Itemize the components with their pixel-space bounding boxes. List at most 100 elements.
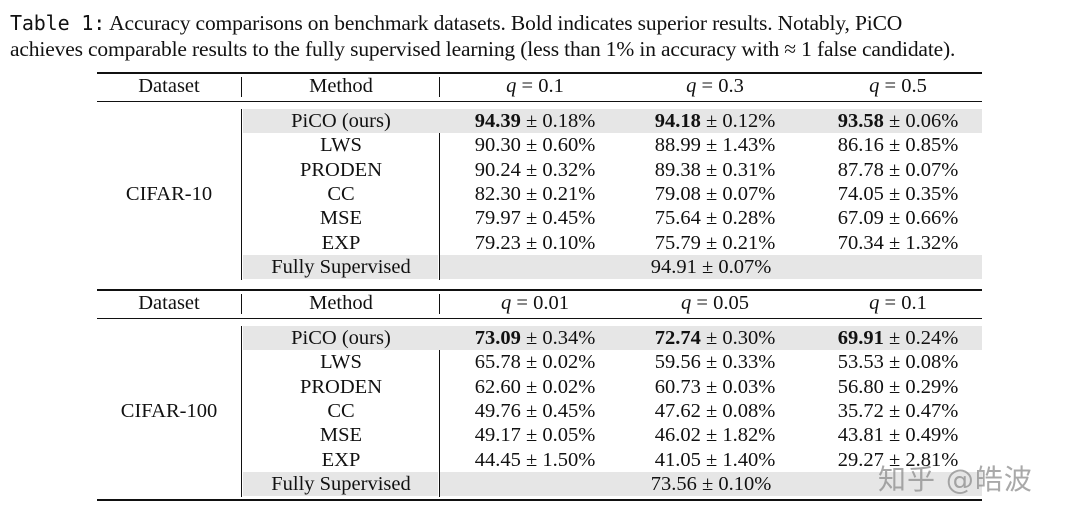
fully-supervised-value: 73.56 ± 0.10%: [650, 472, 772, 495]
accuracy-std: ± 0.03%: [705, 375, 776, 398]
accuracy-std: ± 0.02%: [525, 375, 596, 398]
q-header: q = 0.01: [501, 292, 569, 314]
accuracy-mean: 74.05: [837, 182, 884, 205]
accuracy-cell: 90.30 ± 0.60%: [440, 133, 630, 157]
accuracy-cell: 59.56 ± 0.33%: [620, 350, 810, 374]
accuracy-std: ± 0.34%: [525, 327, 596, 349]
accuracy-cell: 72.74 ± 0.30%: [620, 326, 810, 350]
accuracy-cell: 53.53 ± 0.08%: [803, 350, 993, 374]
fully-supervised-row: Fully Supervised 94.91 ± 0.07%: [97, 254, 982, 279]
table-row: LWS 65.78 ± 0.02% 59.56 ± 0.33% 53.53 ± 0.0…: [97, 350, 982, 374]
header-rule: [97, 318, 982, 319]
table-row: EXP 79.23 ± 0.10% 75.79 ± 0.21% 70.34 ± 1.3…: [97, 231, 982, 255]
accuracy-std: ± 0.08%: [888, 351, 959, 374]
top-rule: [97, 72, 982, 74]
accuracy-cell: 86.16 ± 0.85%: [803, 133, 993, 157]
accuracy-cell: 79.23 ± 0.10%: [440, 231, 630, 255]
accuracy-cell: 79.97 ± 0.45%: [440, 206, 630, 230]
caption-label: Table 1:: [10, 11, 106, 35]
method-header: Method: [309, 292, 373, 314]
method-cell: Fully Supervised: [271, 255, 411, 278]
method-cell: Fully Supervised: [271, 472, 411, 495]
accuracy-cell: 49.76 ± 0.45%: [440, 399, 630, 423]
row-shade: [243, 109, 982, 133]
accuracy-cell: 94.18 ± 0.12%: [620, 109, 810, 133]
header-divider: [439, 294, 440, 314]
caption-line-2: achieves comparable results to the fully…: [10, 37, 956, 61]
accuracy-cell: 43.81 ± 0.49%: [803, 423, 993, 447]
method-cell: MSE: [319, 207, 363, 230]
accuracy-mean: 75.79: [654, 231, 701, 254]
accuracy-mean: 87.78: [837, 158, 884, 181]
accuracy-cell: 62.60 ± 0.02%: [440, 375, 630, 399]
table-row: LWS 90.30 ± 0.60% 88.99 ± 1.43% 86.16 ± 0.8…: [97, 133, 982, 157]
accuracy-cell: 88.99 ± 1.43%: [620, 133, 810, 157]
dataset-name: CIFAR-100: [120, 399, 218, 422]
accuracy-cell: 93.58 ± 0.06%: [803, 109, 993, 133]
accuracy-cell: 44.45 ± 1.50%: [440, 448, 630, 472]
caption-line-1: Table 1: Accuracy comparisons on benchma…: [10, 10, 1072, 36]
accuracy-mean: 79.08: [654, 182, 701, 205]
accuracy-mean: 86.16: [837, 134, 884, 157]
header-divider: [439, 77, 440, 97]
accuracy-mean: 93.58: [837, 110, 884, 132]
table-row: MSE 79.97 ± 0.45% 75.64 ± 0.28% 67.09 ± 0.6…: [97, 206, 982, 230]
accuracy-mean: 72.74: [654, 327, 701, 349]
column-divider: [241, 326, 242, 498]
accuracy-cell: 79.08 ± 0.07%: [620, 182, 810, 206]
fully-supervised-row: Fully Supervised 73.56 ± 0.10%: [97, 471, 982, 496]
accuracy-mean: 44.45: [474, 448, 521, 471]
method-cell: EXP: [321, 448, 361, 471]
table-row: EXP 44.45 ± 1.50% 41.05 ± 1.40% 29.27 ± 2.8…: [97, 448, 982, 472]
accuracy-mean: 47.62: [654, 399, 701, 422]
accuracy-mean: 29.27: [837, 448, 884, 471]
dataset-header: Dataset: [138, 292, 200, 314]
accuracy-std: ± 0.21%: [525, 182, 596, 205]
accuracy-std: ± 0.60%: [525, 134, 596, 157]
accuracy-std: ± 1.43%: [705, 134, 776, 157]
accuracy-cell: 87.78 ± 0.07%: [803, 158, 993, 182]
accuracy-mean: 79.97: [474, 207, 521, 230]
accuracy-std: ± 0.10%: [525, 231, 596, 254]
accuracy-mean: 73.09: [474, 327, 521, 349]
accuracy-std: ± 0.30%: [705, 327, 776, 349]
column-divider: [439, 326, 440, 498]
accuracy-mean: 59.56: [654, 351, 701, 374]
accuracy-mean: 62.60: [474, 375, 521, 398]
accuracy-std: ± 0.45%: [525, 399, 596, 422]
header-row: Dataset Method q = 0.1 q = 0.3 q = 0.5: [97, 74, 982, 98]
method-cell: PiCO (ours): [291, 327, 391, 349]
header-row: Dataset Method q = 0.01 q = 0.05 q = 0.1: [97, 291, 982, 315]
accuracy-cell: 41.05 ± 1.40%: [620, 448, 810, 472]
watermark: 知乎 @皓波: [878, 463, 1033, 496]
accuracy-std: ± 0.47%: [888, 399, 959, 422]
accuracy-mean: 70.34: [837, 231, 884, 254]
accuracy-std: ± 1.82%: [705, 424, 776, 447]
accuracy-cell: 49.17 ± 0.05%: [440, 423, 630, 447]
accuracy-std: ± 0.32%: [525, 158, 596, 181]
accuracy-cell: 65.78 ± 0.02%: [440, 350, 630, 374]
accuracy-std: ± 0.18%: [525, 110, 596, 132]
accuracy-mean: 35.72: [837, 399, 884, 422]
accuracy-mean: 60.73: [654, 375, 701, 398]
row-shade: [440, 254, 982, 279]
accuracy-std: ± 0.45%: [525, 207, 596, 230]
method-cell: PRODEN: [299, 375, 382, 398]
accuracy-cell: 69.91 ± 0.24%: [803, 326, 993, 350]
table-row: PiCO (ours) 94.39 ± 0.18% 94.18 ± 0.12% 93.…: [97, 109, 982, 133]
accuracy-mean: 65.78: [474, 351, 521, 374]
bottom-rule: [97, 499, 982, 502]
method-cell: PiCO (ours): [291, 110, 391, 132]
accuracy-std: ± 0.33%: [705, 351, 776, 374]
accuracy-std: ± 0.31%: [705, 158, 776, 181]
accuracy-cell: 94.39 ± 0.18%: [440, 109, 630, 133]
accuracy-cell: 73.09 ± 0.34%: [440, 326, 630, 350]
accuracy-std: ± 0.08%: [705, 399, 776, 422]
accuracy-mean: 89.38: [654, 158, 701, 181]
accuracy-std: ± 0.28%: [705, 207, 776, 230]
accuracy-std: ± 0.05%: [525, 424, 596, 447]
table-row: CC 49.76 ± 0.45% 47.62 ± 0.08% 35.72 ± 0.47…: [97, 399, 982, 423]
accuracy-cell: 60.73 ± 0.03%: [620, 375, 810, 399]
accuracy-cell: 75.79 ± 0.21%: [620, 231, 810, 255]
column-divider: [241, 109, 242, 281]
